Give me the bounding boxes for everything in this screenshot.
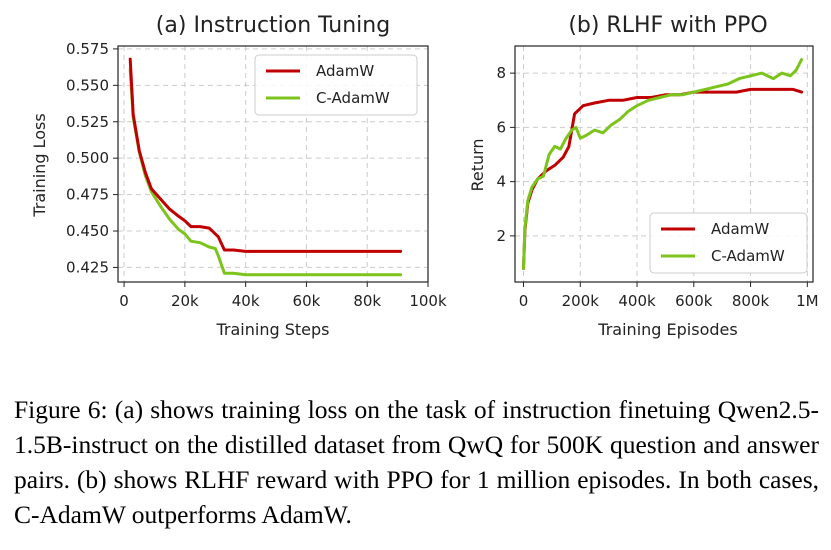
chart-a-xlabel: Training Steps — [216, 320, 330, 339]
chart-a-legend: AdamW C-AdamW — [254, 54, 418, 116]
chart-a-frame — [117, 45, 429, 283]
chart-a-ytick-label: 0.425 — [66, 258, 109, 276]
chart-b-xtick-label: 600k — [675, 292, 713, 310]
legend-a-adamw-label: AdamW — [316, 62, 374, 80]
chart-b-ytick-label: 2 — [496, 227, 506, 245]
chart-b-ylabel: Return — [468, 138, 487, 191]
chart-a-xtick-label: 80k — [353, 292, 381, 310]
chart-b-xtick-label: 1M — [796, 292, 819, 310]
chart-b-legend: AdamW C-AdamW — [649, 212, 808, 274]
chart-b-series-cadamw — [522, 58, 804, 270]
legend-b-cadamw-label: C-AdamW — [711, 247, 785, 265]
chart-b-frame — [514, 45, 814, 283]
chart-b-xtick-label: 200k — [562, 292, 600, 310]
chart-a-ytick-label: 0.525 — [66, 113, 109, 131]
chart-b-xtick-label: 800k — [732, 292, 770, 310]
chart-a-xtick-label: 0 — [119, 292, 129, 310]
legend-b-adamw-label: AdamW — [711, 220, 769, 238]
chart-rlhf-ppo: (b) RLHF with PPO 0 200k 400k 600k 800k 1M 2 4 6… — [468, 13, 819, 339]
chart-a-xtick-label: 40k — [232, 292, 260, 310]
chart-a-ytick-label: 0.575 — [66, 40, 109, 58]
chart-b-xlabel: Training Episodes — [597, 320, 737, 339]
legend-a-cadamw-label: C-AdamW — [316, 89, 390, 107]
chart-a-series-cadamw — [128, 67, 403, 277]
chart-a-xtick-label: 20k — [171, 292, 199, 310]
chart-instruction-tuning: (a) Instruction Tuning 0 20k 40k 60k 80k 100k… — [30, 13, 447, 339]
chart-a-ytick-label: 0.475 — [66, 186, 109, 204]
chart-a-ytick-label: 0.450 — [66, 222, 109, 240]
chart-a-series-adamw — [128, 57, 403, 253]
chart-a-ytick-label: 0.550 — [66, 76, 109, 94]
chart-a-title: (a) Instruction Tuning — [156, 13, 390, 38]
chart-b-ytick-label: 4 — [496, 173, 506, 191]
chart-a-ylabel: Training Loss — [30, 113, 49, 217]
chart-a-xtick-label: 60k — [293, 292, 321, 310]
chart-a-xtick-label: 100k — [409, 292, 447, 310]
figure-6-charts: (a) Instruction Tuning 0 20k 40k 60k 80k 100k… — [30, 13, 819, 339]
chart-a-ytick-label: 0.500 — [66, 149, 109, 167]
chart-b-xtick-label: 400k — [618, 292, 656, 310]
chart-b-ytick-label: 6 — [496, 118, 506, 136]
chart-b-title: (b) RLHF with PPO — [568, 13, 767, 38]
chart-b-xtick-label: 0 — [519, 292, 529, 310]
figure-caption: Figure 6: (a) shows training loss on the… — [14, 395, 819, 529]
chart-b-ytick-label: 8 — [496, 64, 506, 82]
